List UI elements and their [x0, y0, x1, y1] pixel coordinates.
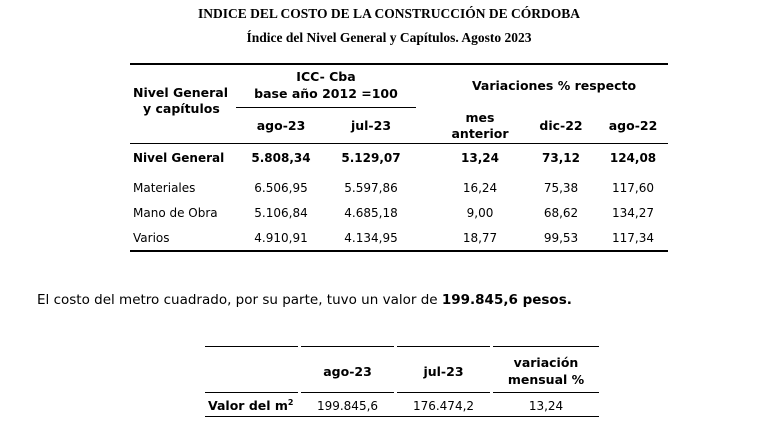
cell-dic22: 68,62: [543, 206, 579, 220]
report-title: INDICE DEL COSTO DE LA CONSTRUCCIÓN DE C…: [198, 6, 580, 21]
cell-mes: 9,00: [466, 206, 494, 220]
m2-cell-ago23: 199.845,6: [316, 399, 379, 413]
cost-sentence-value: 199.845,6 pesos.: [441, 292, 572, 308]
cell-ago22: 134,27: [612, 206, 654, 220]
table-bottom-rule: [130, 250, 668, 252]
cell-mes: 16,24: [462, 181, 498, 195]
header-jul23: jul-23: [350, 118, 392, 133]
cell-jul23: 4.134,95: [344, 231, 398, 245]
cell-dic22: 73,12: [542, 151, 580, 165]
header-nivel-general: Nivel General: [133, 85, 229, 100]
cell-mes: 18,77: [462, 231, 498, 245]
m2-row-label: Valor del m2: [208, 398, 293, 413]
m2-header-variacion: variación: [513, 355, 579, 370]
m2-row-label-text: Valor del m: [208, 398, 288, 413]
cell-jul23: 5.597,86: [344, 181, 398, 195]
m2-header-jul23: jul-23: [423, 364, 464, 379]
report-subtitle: Índice del Nivel General y Capítulos. Ag…: [246, 30, 532, 45]
m2-top-rule-1: [205, 346, 298, 347]
m2-top-rule-2: [301, 346, 394, 347]
icc-header-rule: [236, 107, 416, 108]
cell-ago23: 6.506,95: [254, 181, 308, 195]
cell-mes: 13,24: [461, 151, 499, 165]
cell-jul23: 4.685,18: [344, 206, 398, 220]
cell-ago22: 117,60: [612, 181, 654, 195]
m2-header-mensual: mensual %: [507, 372, 585, 387]
m2-cell-jul23: 176.474,2: [412, 399, 475, 413]
m2-mid-rule-4: [493, 392, 599, 393]
m2-top-rule-4: [493, 346, 599, 347]
cell-ago22: 117,34: [612, 231, 654, 245]
m2-bottom-rule: [205, 416, 599, 417]
m2-mid-rule-2: [301, 392, 394, 393]
cost-sentence-prefix: El costo del metro cuadrado, por su part…: [37, 292, 442, 308]
m2-mid-rule-1: [205, 392, 298, 393]
header-ago23: ago-23: [256, 118, 306, 133]
header-capitulos: y capítulos: [143, 101, 220, 116]
cell-dic22: 75,38: [543, 181, 579, 195]
header-icc-base: base año 2012 =100: [254, 86, 398, 101]
cell-jul23: 5.129,07: [341, 151, 401, 165]
cell-dic22: 99,53: [543, 231, 579, 245]
header-icc: ICC- Cba: [296, 69, 356, 84]
m2-cell-var: 13,24: [528, 399, 564, 413]
m2-row-label-sup: 2: [287, 397, 294, 407]
table-top-rule: [130, 63, 668, 65]
cell-ago23: 4.910,91: [254, 231, 308, 245]
row-label: Nivel General: [133, 151, 225, 165]
m2-top-rule-3: [397, 346, 490, 347]
row-label: Mano de Obra: [133, 206, 218, 220]
cell-ago23: 5.106,84: [254, 206, 308, 220]
cell-ago23: 5.808,34: [251, 151, 311, 165]
row-label: Materiales: [133, 181, 196, 195]
header-anterior: anterior: [451, 126, 509, 141]
cell-ago22: 124,08: [609, 151, 657, 165]
header-mes: mes: [465, 110, 495, 125]
row-label: Varios: [133, 231, 170, 245]
header-bottom-rule: [130, 143, 668, 144]
m2-mid-rule-3: [397, 392, 490, 393]
header-ago22: ago-22: [608, 118, 658, 133]
header-variaciones: Variaciones % respecto: [471, 78, 637, 93]
m2-header-ago23: ago-23: [323, 364, 372, 379]
header-dic22: dic-22: [539, 118, 583, 133]
cost-sentence: El costo del metro cuadrado, por su part…: [37, 292, 572, 308]
